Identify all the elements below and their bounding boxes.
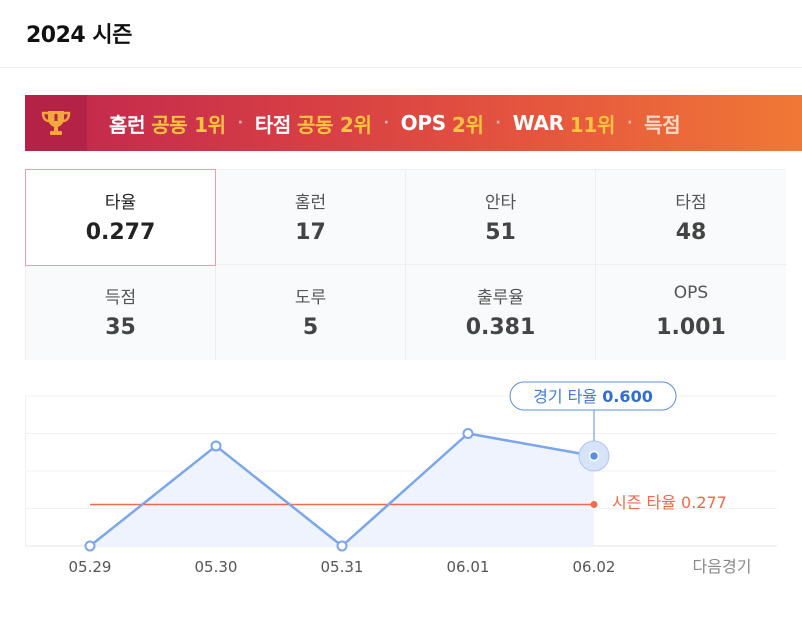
page-title: 2024 시즌 <box>26 23 132 48</box>
stat-label: 타점 <box>675 193 707 213</box>
rank-value: 공동 1위 <box>151 112 226 137</box>
stat-value: 0.381 <box>465 315 536 340</box>
rank-separator: · <box>495 115 501 131</box>
rank-item-ops: OPS 2위 <box>401 109 484 138</box>
season-header: 2024 시즌 <box>0 0 802 68</box>
stat-value: 17 <box>295 220 326 245</box>
stat-label: 출루율 <box>477 288 524 308</box>
x-tick-label: 05.31 <box>321 558 364 576</box>
rank-value: 11위 <box>569 112 616 137</box>
stat-value: 48 <box>675 220 707 245</box>
stat-label: 안타 <box>484 193 517 213</box>
stat-label: 타율 <box>104 193 137 213</box>
stat-value: 1.001 <box>656 315 726 340</box>
trophy-icon <box>41 111 71 135</box>
rank-item-rbi: 타점 공동 2위 <box>255 109 372 138</box>
chart-svg: 시즌 타율 0.277 경기 타율 0.600 05.29 05.30 05.31 06.… <box>25 381 777 576</box>
tooltip-box <box>509 381 677 411</box>
data-point <box>336 540 348 552</box>
rank-item-homerun: 홈런 공동 1위 <box>109 109 226 138</box>
rank-separator: · <box>237 115 243 131</box>
game-average-chart: 시즌 타율 0.277 경기 타율 0.600 05.29 05.30 05.31 06.… <box>25 378 802 588</box>
stat-homerun[interactable]: 홈런 17 <box>216 170 406 265</box>
selected-point <box>588 450 600 462</box>
rank-item-runs: 득점 <box>644 109 686 138</box>
rank-label: WAR <box>512 111 564 135</box>
data-point <box>462 428 474 439</box>
tooltip-value: 0.600 <box>602 387 653 406</box>
x-tick-label: 06.01 <box>447 558 490 576</box>
next-game-label[interactable]: 다음경기 <box>693 557 752 576</box>
rank-item-war: WAR 11위 <box>513 109 616 138</box>
season-average-label: 시즌 타율 0.277 <box>612 493 727 512</box>
stat-hits[interactable]: 안타 51 <box>406 170 596 265</box>
stat-ops[interactable]: OPS 1.001 <box>596 265 786 360</box>
stat-obp[interactable]: 출루율 0.381 <box>406 265 596 360</box>
x-tick-label: 06.02 <box>573 558 616 576</box>
area-fill <box>90 433 594 546</box>
stat-batting-average[interactable]: 타율 0.277 <box>25 169 216 266</box>
rank-label: 홈런 <box>109 112 146 137</box>
trophy-icon-box <box>25 95 87 151</box>
rank-separator: · <box>627 115 633 131</box>
rank-value: 2위 <box>451 112 484 137</box>
rank-banner: 홈런 공동 1위 · 타점 공동 2위 · OPS 2위 · WAR 11위 ·… <box>25 95 802 151</box>
rank-separator: · <box>383 115 389 131</box>
stat-steals[interactable]: 도루 5 <box>216 265 406 360</box>
stat-value: 5 <box>302 315 319 340</box>
stat-rbi[interactable]: 타점 48 <box>596 170 786 265</box>
stats-grid: 타율 0.277 홈런 17 안타 51 타점 48 득점 35 도루 5 출루… <box>25 169 786 360</box>
tooltip-text: 경기 타율 0.600 <box>533 387 653 406</box>
rank-label: 득점 <box>644 112 681 137</box>
rank-list: 홈런 공동 1위 · 타점 공동 2위 · OPS 2위 · WAR 11위 ·… <box>109 95 686 151</box>
x-tick-label: 05.30 <box>195 558 238 576</box>
data-point <box>210 440 222 452</box>
tooltip-label: 경기 타율 <box>533 387 602 406</box>
stat-runs[interactable]: 득점 35 <box>26 265 216 360</box>
stat-value: 0.277 <box>85 220 156 245</box>
stat-label: 득점 <box>104 288 137 308</box>
stat-label: 도루 <box>294 288 327 308</box>
data-point <box>84 540 96 552</box>
season-average-dot <box>590 500 598 508</box>
rank-label: 타점 <box>254 112 292 137</box>
rank-label: OPS <box>400 111 446 135</box>
stat-value: 51 <box>485 220 516 245</box>
stat-label: 홈런 <box>294 193 327 213</box>
stat-value: 35 <box>105 315 136 340</box>
x-tick-label: 05.29 <box>69 558 112 576</box>
stat-label: OPS <box>673 283 709 303</box>
rank-value: 공동 2위 <box>297 112 372 137</box>
